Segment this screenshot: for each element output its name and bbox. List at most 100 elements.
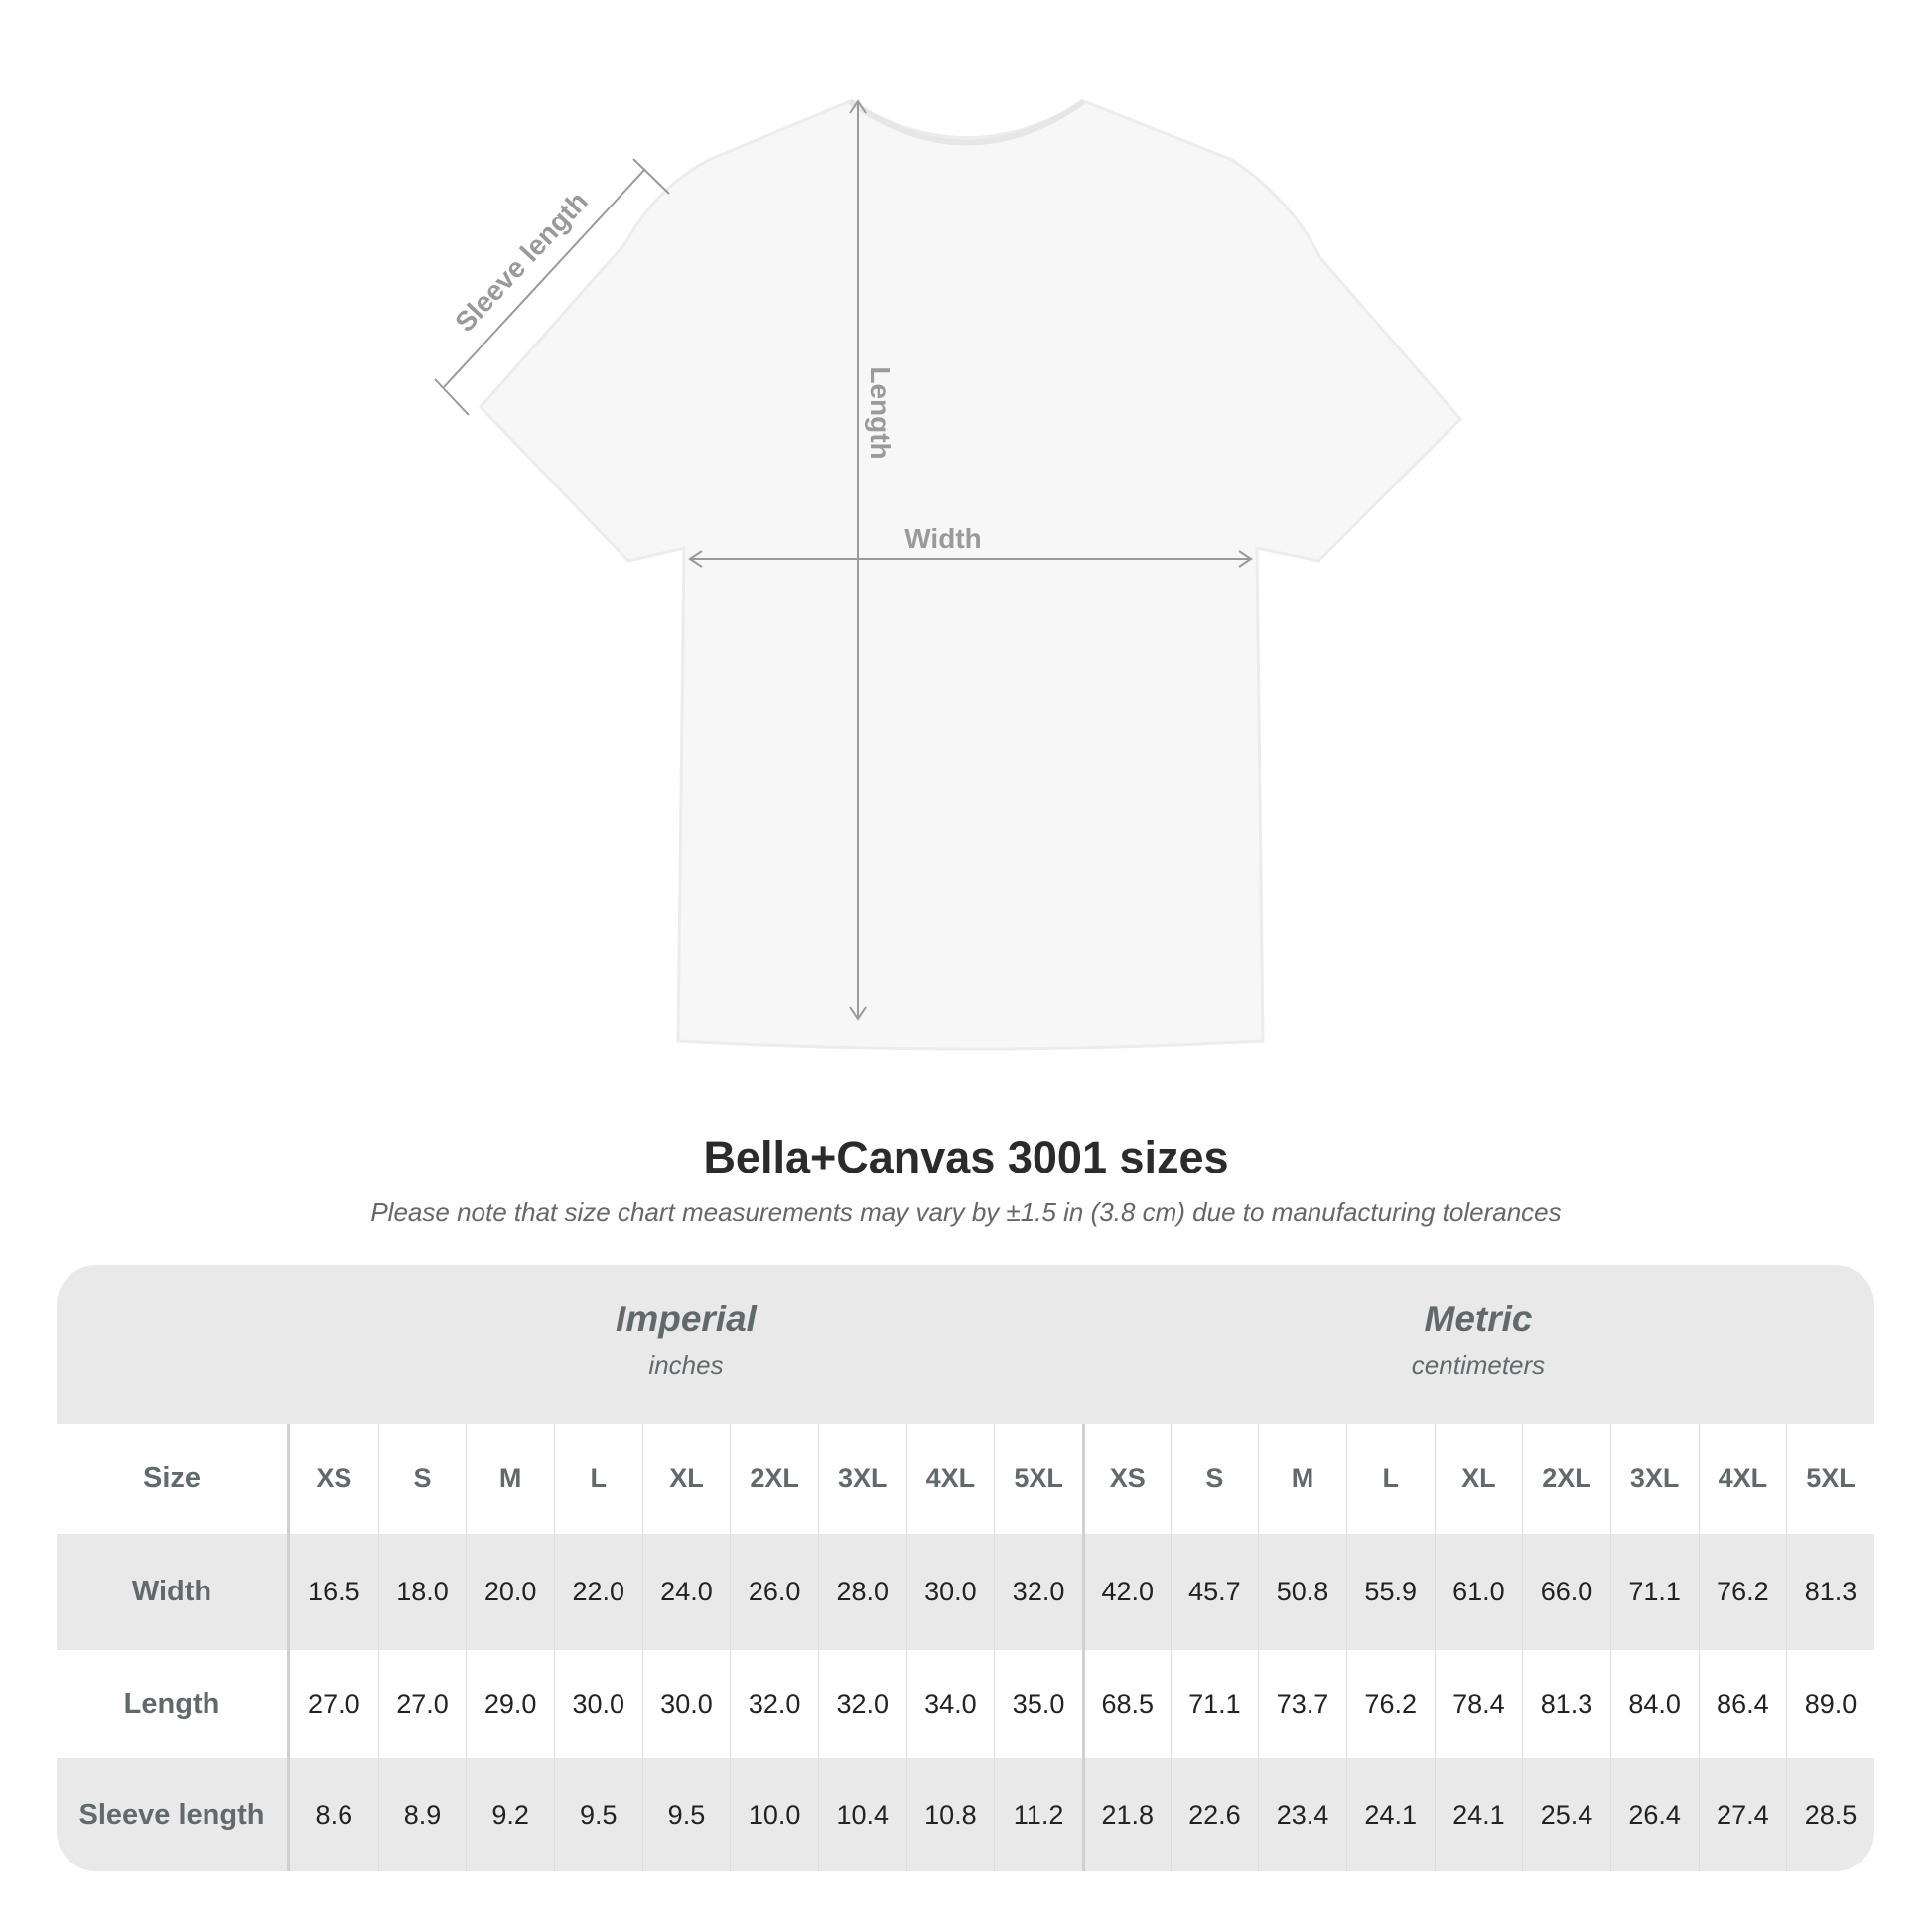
value-cell: 26.0 bbox=[730, 1534, 818, 1650]
tshirt-outline bbox=[478, 99, 1463, 1051]
value-cell: 28.0 bbox=[817, 1534, 906, 1650]
value-cell: 86.4 bbox=[1698, 1650, 1787, 1758]
value-cell: 30.0 bbox=[905, 1534, 995, 1650]
value-cell: 76.2 bbox=[1345, 1650, 1435, 1758]
size-header-cell: XS bbox=[316, 1463, 352, 1493]
value-cell: 22.6 bbox=[1170, 1758, 1259, 1871]
value-cell: 35.0 bbox=[994, 1650, 1082, 1758]
value-cell: 27.4 bbox=[1698, 1758, 1787, 1871]
value-cell: 18.0 bbox=[377, 1534, 467, 1650]
value-cell: 26.4 bbox=[1609, 1758, 1699, 1871]
value-cell: 10.0 bbox=[730, 1758, 818, 1871]
value-cell: 22.0 bbox=[553, 1534, 642, 1650]
value-cell: 32.0 bbox=[730, 1650, 818, 1758]
value-cell: 29.0 bbox=[466, 1650, 554, 1758]
length-arrow-top bbox=[849, 99, 867, 114]
value-cell: 21.8 bbox=[1081, 1758, 1171, 1871]
value-cell: 20.0 bbox=[466, 1534, 554, 1650]
value-cell: 71.1 bbox=[1609, 1534, 1699, 1650]
metric-title: Metric bbox=[1424, 1299, 1533, 1339]
value-cell: 45.7 bbox=[1170, 1534, 1259, 1650]
value-cell: 84.0 bbox=[1609, 1650, 1699, 1758]
tolerance-note: Please note that size chart measurements… bbox=[370, 1197, 1562, 1227]
size-header-cell: 3XL bbox=[817, 1424, 906, 1534]
size-header-cell: 5XL bbox=[994, 1424, 1082, 1534]
width-arrow-left bbox=[688, 550, 703, 568]
length-label: Length bbox=[865, 366, 896, 459]
page-title: Bella+Canvas 3001 sizes bbox=[703, 1132, 1229, 1182]
tshirt-diagram: Length Width Sleeve length bbox=[434, 98, 1463, 1051]
size-header-cell: 3XL bbox=[1609, 1424, 1699, 1534]
value-cell: 25.4 bbox=[1522, 1758, 1610, 1871]
value-cell: 89.0 bbox=[1786, 1650, 1874, 1758]
metric-unit: centimeters bbox=[1411, 1350, 1546, 1380]
width-arrow-right bbox=[1238, 550, 1253, 568]
neckline bbox=[848, 98, 1086, 146]
size-header-cell: 4XL bbox=[1698, 1424, 1787, 1534]
length-arrow-bottom bbox=[849, 1006, 867, 1021]
value-cell: 24.1 bbox=[1434, 1758, 1523, 1871]
value-cell: 24.1 bbox=[1345, 1758, 1435, 1871]
value-cell: 81.3 bbox=[1786, 1534, 1874, 1650]
value-cell: 50.8 bbox=[1258, 1534, 1346, 1650]
value-cell: 66.0 bbox=[1522, 1534, 1610, 1650]
sleeve-tick-top bbox=[632, 158, 670, 195]
size-header-cell: 2XL bbox=[1522, 1424, 1610, 1534]
value-cell: 76.2 bbox=[1698, 1534, 1787, 1650]
value-cell: 27.0 bbox=[377, 1650, 467, 1758]
value-cell: 34.0 bbox=[905, 1650, 995, 1758]
value-cell: 68.5 bbox=[1081, 1650, 1171, 1758]
imperial-unit: inches bbox=[648, 1350, 724, 1380]
value-cell: 81.3 bbox=[1522, 1650, 1610, 1758]
value-cell: 8.9 bbox=[377, 1758, 467, 1871]
value-cell: 10.4 bbox=[817, 1758, 906, 1871]
value-cell: 32.0 bbox=[994, 1534, 1082, 1650]
value-cell: 73.7 bbox=[1258, 1650, 1346, 1758]
size-header-cell: XL bbox=[641, 1424, 731, 1534]
table-row: Length 27.0 27.0 29.0 30.0 30.0 32.0 32.0 34.0 35… bbox=[57, 1650, 1874, 1758]
value-cell: 55.9 bbox=[1345, 1534, 1435, 1650]
size-header-row: Size XS S M L XL 2XL 3XL 4XL 5XL XS S M L XL 2XL 3XL 4XL 5… bbox=[57, 1424, 1874, 1534]
sleeve-tick-bottom bbox=[434, 378, 470, 416]
value-cell: 9.5 bbox=[641, 1758, 731, 1871]
metric-header: Metric centimeters bbox=[1082, 1265, 1874, 1424]
value-cell: 61.0 bbox=[1434, 1534, 1523, 1650]
size-header-cell: S bbox=[377, 1424, 467, 1534]
size-header-cell: M bbox=[1258, 1424, 1346, 1534]
value-cell: 30.0 bbox=[641, 1650, 731, 1758]
value-cell: 78.4 bbox=[1434, 1650, 1523, 1758]
value-cell: 9.2 bbox=[466, 1758, 554, 1871]
size-header-cell: 5XL bbox=[1786, 1424, 1874, 1534]
row-label: Size bbox=[57, 1424, 290, 1534]
row-label: Sleeve length bbox=[57, 1758, 290, 1871]
value-cell: 24.0 bbox=[641, 1534, 731, 1650]
size-header-cell: XL bbox=[1434, 1424, 1523, 1534]
value-cell: 27.0 bbox=[308, 1689, 360, 1719]
imperial-title: Imperial bbox=[616, 1299, 757, 1339]
value-cell: 16.5 bbox=[308, 1577, 360, 1606]
size-header-cell: XS bbox=[1081, 1424, 1171, 1534]
size-header-cell: 4XL bbox=[905, 1424, 995, 1534]
value-cell: 32.0 bbox=[817, 1650, 906, 1758]
value-cell: 10.8 bbox=[905, 1758, 995, 1871]
table-row: Width 16.5 18.0 20.0 22.0 24.0 26.0 28.0 30.0 32.… bbox=[57, 1534, 1874, 1650]
size-header-cell: M bbox=[466, 1424, 554, 1534]
value-cell: 28.5 bbox=[1786, 1758, 1874, 1871]
size-header-cell: 2XL bbox=[730, 1424, 818, 1534]
value-cell: 9.5 bbox=[553, 1758, 642, 1871]
sleeve-line bbox=[443, 168, 646, 388]
imperial-header: Imperial inches bbox=[290, 1265, 1082, 1424]
row-label: Length bbox=[57, 1650, 290, 1758]
width-label: Width bbox=[904, 523, 982, 554]
value-cell: 11.2 bbox=[994, 1758, 1082, 1871]
size-header-cell: L bbox=[1345, 1424, 1435, 1534]
row-label: Width bbox=[57, 1534, 290, 1650]
size-table: Imperial inches Metric centimeters Size X… bbox=[57, 1265, 1874, 1871]
value-cell: 8.6 bbox=[315, 1799, 353, 1830]
size-header-cell: L bbox=[553, 1424, 642, 1534]
value-cell: 71.1 bbox=[1170, 1650, 1259, 1758]
size-header-cell: S bbox=[1170, 1424, 1259, 1534]
value-cell: 23.4 bbox=[1258, 1758, 1346, 1871]
value-cell: 30.0 bbox=[553, 1650, 642, 1758]
table-row: Sleeve length 8.6 8.9 9.2 9.5 9.5 10.0 10.4 10.8… bbox=[57, 1758, 1874, 1871]
